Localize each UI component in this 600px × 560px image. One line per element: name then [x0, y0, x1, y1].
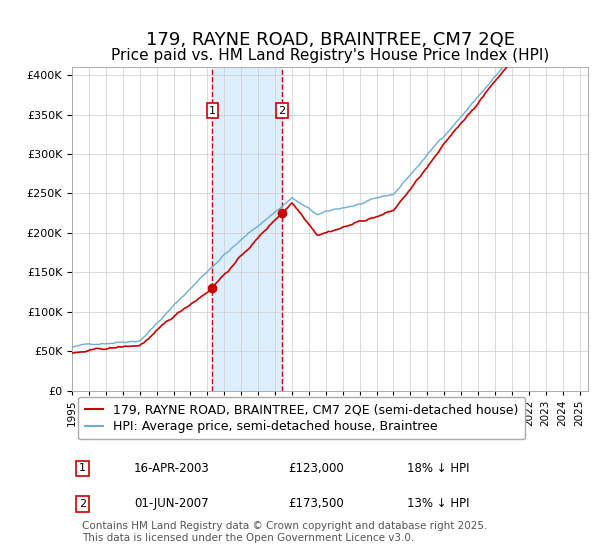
- Text: 16-APR-2003: 16-APR-2003: [134, 462, 209, 475]
- Text: £173,500: £173,500: [289, 497, 344, 510]
- Text: Price paid vs. HM Land Registry's House Price Index (HPI): Price paid vs. HM Land Registry's House …: [111, 48, 549, 63]
- Text: 2: 2: [79, 499, 86, 509]
- Text: £123,000: £123,000: [289, 462, 344, 475]
- Text: 01-JUN-2007: 01-JUN-2007: [134, 497, 209, 510]
- Text: 179, RAYNE ROAD, BRAINTREE, CM7 2QE: 179, RAYNE ROAD, BRAINTREE, CM7 2QE: [146, 31, 515, 49]
- Text: 1: 1: [209, 106, 216, 115]
- Legend: 179, RAYNE ROAD, BRAINTREE, CM7 2QE (semi-detached house), HPI: Average price, s: 179, RAYNE ROAD, BRAINTREE, CM7 2QE (sem…: [78, 397, 525, 439]
- Text: 13% ↓ HPI: 13% ↓ HPI: [407, 497, 470, 510]
- Text: 2: 2: [278, 106, 286, 115]
- Text: Contains HM Land Registry data © Crown copyright and database right 2025.
This d: Contains HM Land Registry data © Crown c…: [82, 521, 488, 543]
- Text: 1: 1: [79, 463, 86, 473]
- Text: 18% ↓ HPI: 18% ↓ HPI: [407, 462, 470, 475]
- Bar: [212, 67, 282, 391]
